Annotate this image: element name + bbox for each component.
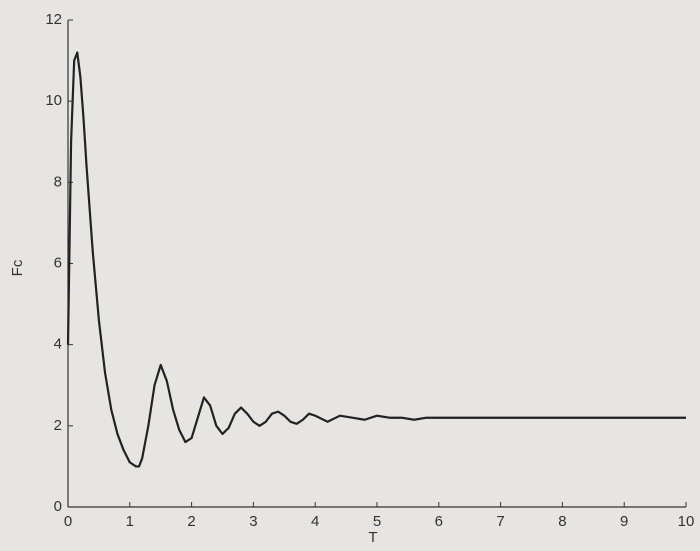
x-axis-label: T <box>368 529 377 546</box>
x-tick-label: 10 <box>678 513 695 530</box>
x-tick-label: 6 <box>435 513 443 530</box>
y-tick-label: 2 <box>54 417 62 434</box>
y-tick-label: 12 <box>45 11 62 28</box>
x-tick-label: 8 <box>558 513 566 530</box>
line-series <box>66 51 686 468</box>
y-tick-label: 4 <box>54 336 62 353</box>
y-tick-label: 10 <box>45 92 62 109</box>
x-tick-label: 7 <box>496 513 504 530</box>
x-tick-label: 1 <box>126 513 134 530</box>
x-tick-label: 4 <box>311 513 319 530</box>
y-axis-label: Fc <box>9 259 26 276</box>
x-tick-label: 3 <box>249 513 257 530</box>
y-tick-label: 8 <box>54 173 62 190</box>
x-tick-label: 5 <box>373 513 381 530</box>
y-tick-label: 6 <box>54 254 62 271</box>
x-tick-label: 0 <box>64 513 72 530</box>
x-tick-label: 9 <box>620 513 628 530</box>
x-tick-label: 2 <box>187 513 195 530</box>
y-tick-label: 0 <box>54 498 62 515</box>
